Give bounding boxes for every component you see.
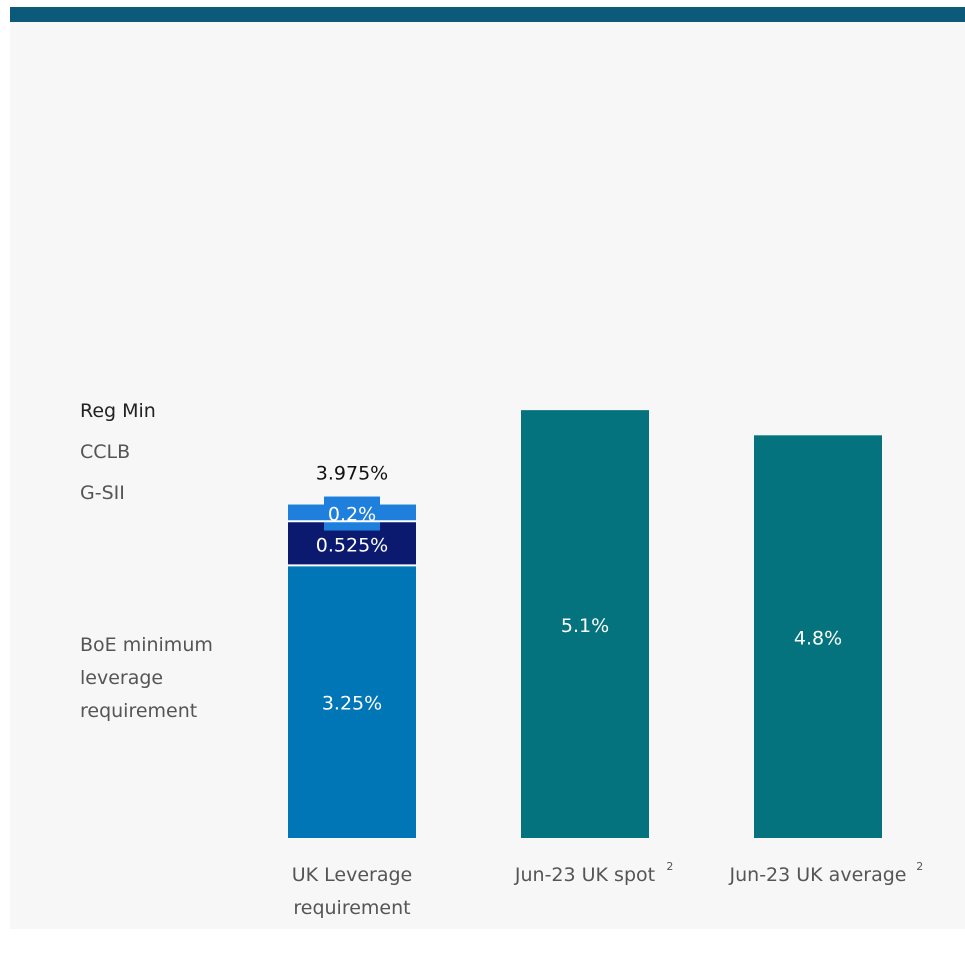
bar-value-label: 0.2% (328, 504, 376, 526)
x-axis-labels: UK Leverage requirement Jun-23 UK spot 2 Jun… (292, 860, 923, 919)
header-bar (10, 7, 965, 22)
legend-boe-line3: requirement (80, 700, 197, 722)
x-tick-label: UK Leverage (292, 864, 413, 886)
x-tick-label: Jun-23 UK average (729, 864, 907, 886)
x-tick-superscript: 2 (666, 860, 673, 873)
legend-cclb: CCLB (80, 441, 130, 463)
x-tick-label: Jun-23 UK spot (514, 864, 655, 886)
bar-value-label: 0.525% (316, 534, 388, 556)
legend-boe-line1: BoE minimum (80, 634, 213, 656)
bar-total-label: 3.975% (316, 463, 388, 485)
bar-value-label: 4.8% (794, 628, 842, 650)
bar-value-label: 3.25% (322, 693, 382, 715)
legend-reg-min: Reg Min (80, 400, 156, 422)
x-tick-label: requirement (293, 897, 410, 919)
bar-segment (521, 410, 649, 838)
bars: 3.25% 0.525% 0.2% 3.975% 5.1% 4.8% (288, 410, 882, 838)
bar-segment (754, 435, 882, 838)
legend-boe-line2: leverage (80, 667, 163, 689)
legend-gsii: G-SII (80, 482, 125, 504)
bar-value-label: 5.1% (561, 615, 609, 637)
bar-segment (288, 565, 416, 838)
bar-label-background (324, 496, 380, 531)
legend: Reg Min CCLB G-SII BoE minimum leverage … (80, 400, 213, 722)
x-tick-superscript: 2 (916, 860, 923, 873)
